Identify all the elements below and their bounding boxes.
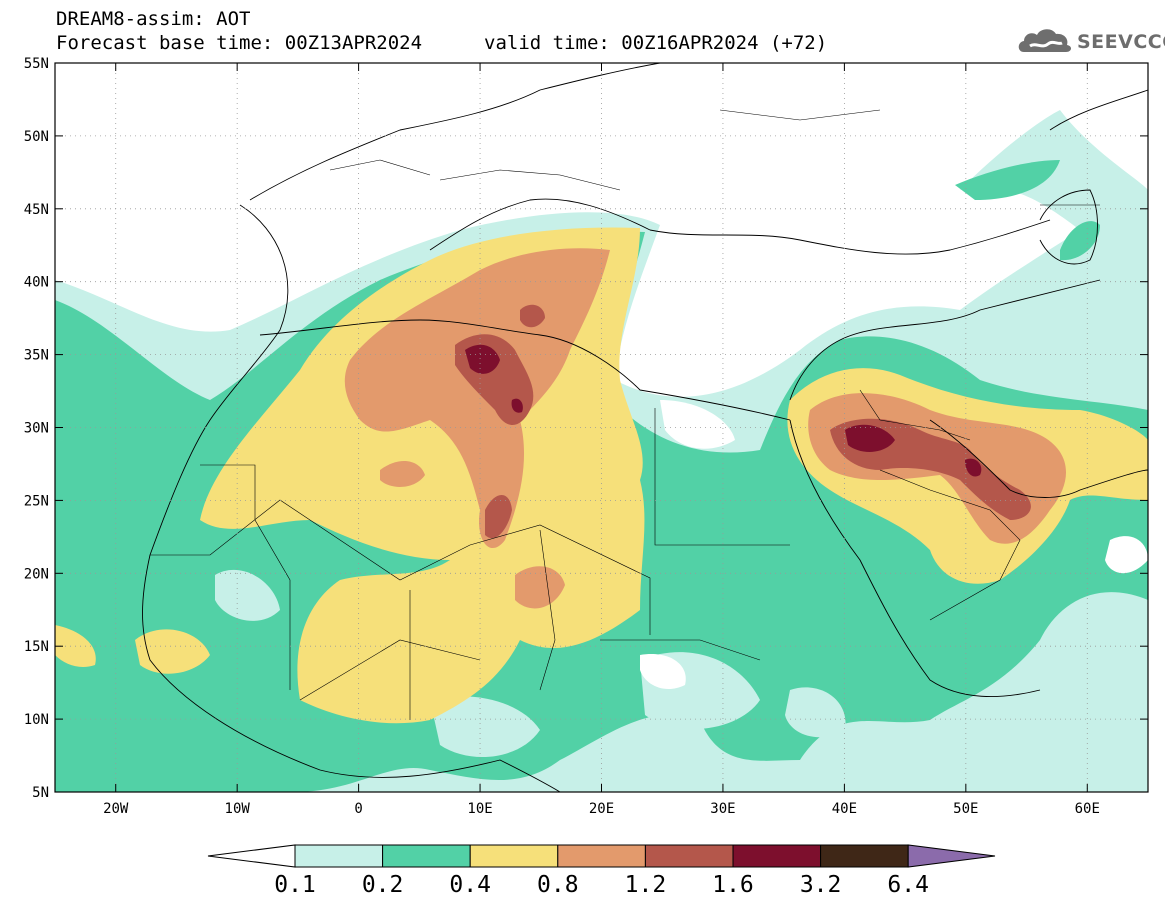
legend-label: 1.6 — [712, 872, 754, 898]
lon-label: 10E — [467, 801, 492, 817]
lat-label: 50N — [24, 129, 49, 145]
lat-label: 35N — [24, 348, 49, 364]
logo-text: SEEVCCC — [1077, 31, 1165, 53]
lat-label: 15N — [24, 639, 49, 655]
lon-label: 0 — [354, 801, 362, 817]
base-time-label: Forecast base time: 00Z13APR2024 — [56, 32, 423, 54]
lat-label: 40N — [24, 275, 49, 291]
legend-label: 0.2 — [362, 872, 404, 898]
product-title: DREAM8-assim: AOT — [56, 8, 251, 30]
lon-label: 30E — [710, 801, 735, 817]
lon-label: 10W — [225, 801, 251, 817]
legend-swatch — [294, 844, 384, 868]
lat-label: 30N — [24, 421, 49, 437]
lon-label: 20W — [103, 801, 129, 817]
coastlines — [142, 63, 1148, 792]
country-borders — [150, 109, 1100, 720]
legend-swatch — [820, 844, 909, 868]
legend-label: 3.2 — [800, 872, 842, 898]
legend-swatch — [382, 844, 471, 868]
valid-time-label: valid time: 00Z16APR2024 (+72) — [484, 32, 828, 54]
lon-label: 60E — [1075, 801, 1100, 817]
lat-label: 5N — [32, 785, 49, 801]
lat-label: 10N — [24, 712, 49, 728]
legend-upper-arrow — [907, 844, 996, 868]
graticule — [55, 63, 1148, 792]
color-legend: 0.1 0.2 0.4 0.8 1.2 1.6 3.2 6.4 — [207, 844, 996, 898]
legend-label: 1.2 — [625, 872, 667, 898]
legend-swatch — [469, 844, 559, 868]
lon-label: 40E — [832, 801, 857, 817]
legend-label: 0.1 — [274, 872, 316, 898]
legend-swatch — [644, 844, 734, 868]
legend-lower-arrow — [207, 844, 296, 868]
lat-label: 20N — [24, 566, 49, 582]
lat-label: 45N — [24, 202, 49, 218]
legend-swatch — [557, 844, 646, 868]
lat-label: 25N — [24, 493, 49, 509]
lon-label: 20E — [589, 801, 614, 817]
legend-swatch — [732, 844, 822, 868]
forecast-time-line: Forecast base time: 00Z13APR2024 valid ti… — [56, 32, 827, 54]
legend-label: 0.4 — [449, 872, 491, 898]
lon-label: 50E — [953, 801, 978, 817]
cloud-icon — [1018, 29, 1072, 52]
lat-label: 55N — [24, 56, 49, 72]
legend-label: 0.8 — [537, 872, 579, 898]
legend-label: 6.4 — [887, 872, 929, 898]
aot-field — [55, 63, 1148, 792]
